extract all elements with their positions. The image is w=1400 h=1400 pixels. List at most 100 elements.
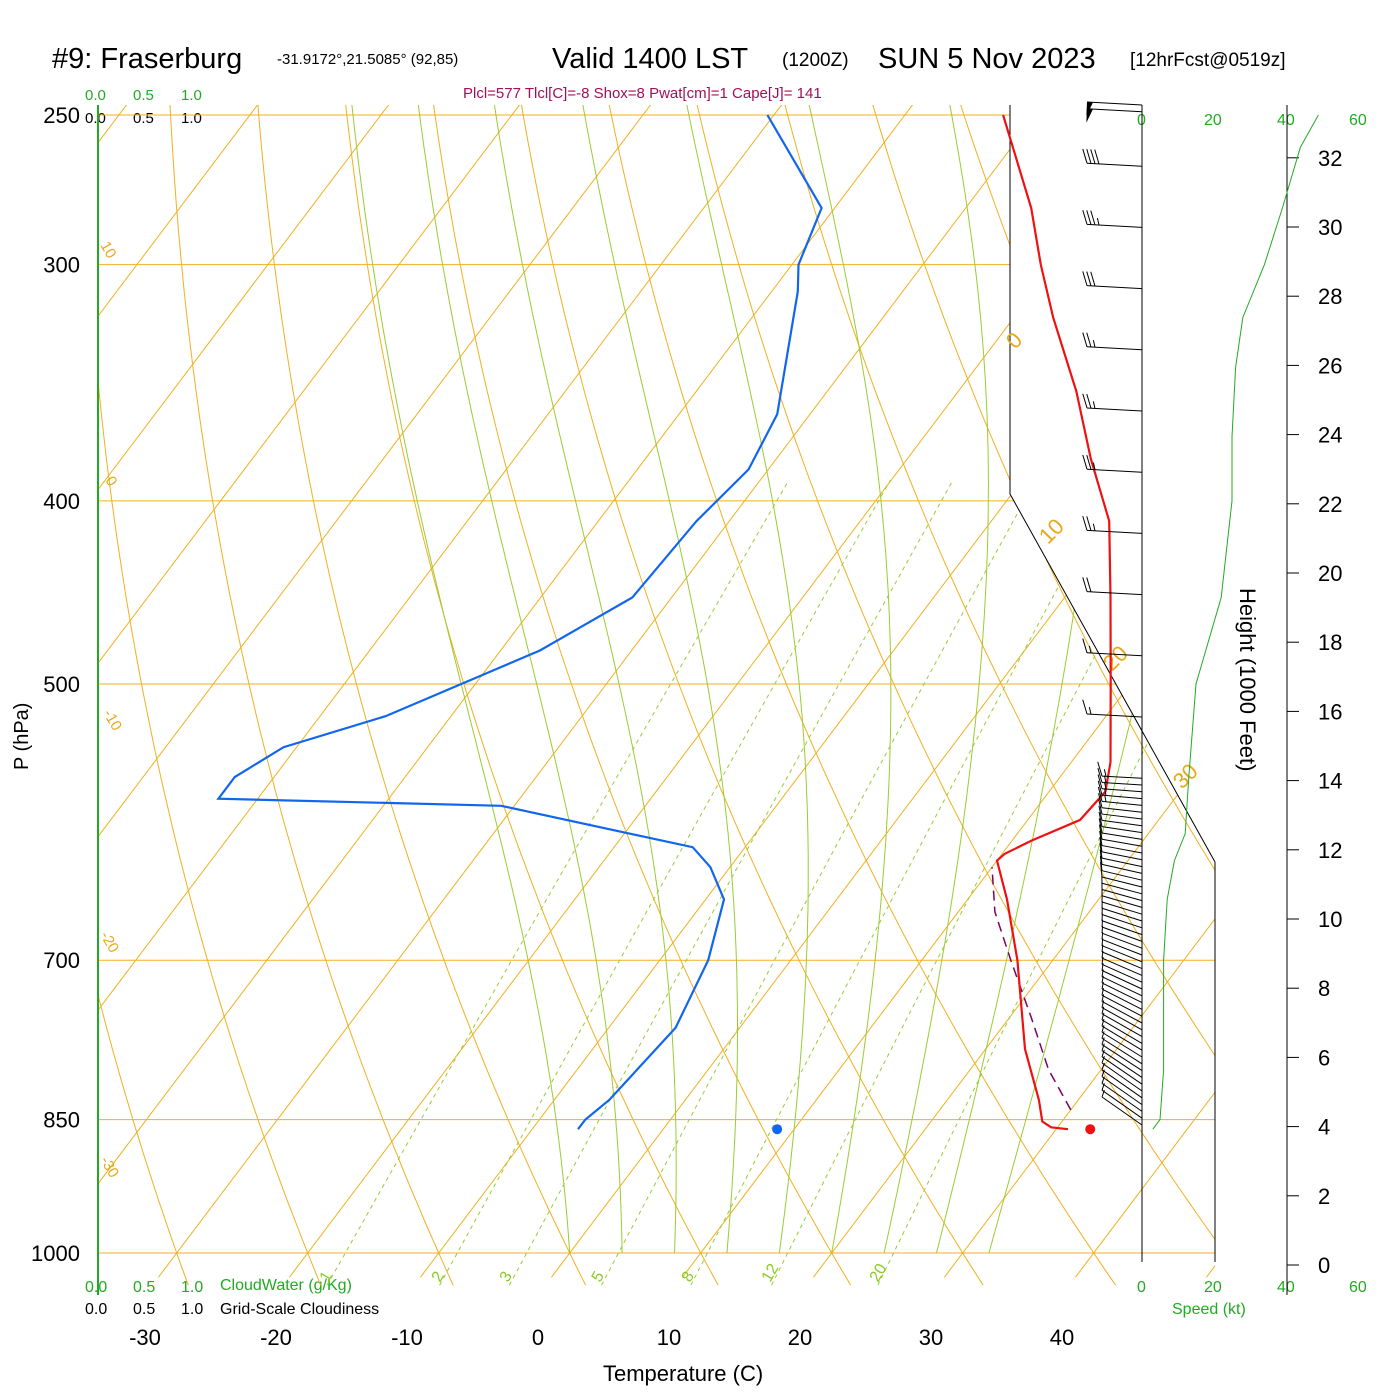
wind-barb — [1101, 975, 1143, 1004]
isotherm-label: 10 — [97, 239, 120, 262]
wind-speed-panel — [1152, 114, 1319, 1130]
height-tick-label: 20 — [1318, 561, 1342, 586]
mixing-ratio-line — [601, 479, 1037, 1286]
wind-barb — [1082, 638, 1143, 657]
plot-border — [1009, 105, 1216, 863]
wind-barb — [1100, 862, 1143, 888]
mixing-ratio-line — [326, 479, 790, 1286]
dry-adiabat-line — [429, 105, 852, 1286]
isotherm-line — [98, 105, 800, 1278]
mixing-ratio-label: 5 — [589, 1269, 608, 1285]
mixing-ratio-line — [771, 479, 1189, 1286]
top-green-scale-0: 0.0 — [85, 87, 106, 104]
isotherm-line — [550, 105, 1215, 1278]
dewpoint-trace — [216, 114, 823, 1130]
wind-barb — [1082, 454, 1143, 473]
wind-barbs — [1082, 101, 1143, 1126]
isotherm-line — [419, 105, 1215, 1278]
isotherm-line — [1337, 81, 1400, 1277]
x-axis-label: Temperature (C) — [603, 1361, 763, 1386]
wind-barb — [1099, 855, 1143, 881]
wind-barb — [1101, 963, 1143, 990]
moist-adiabat-line — [490, 105, 677, 1254]
speed-bottom-tick-3: 60 — [1349, 1279, 1367, 1296]
temperature-trace — [995, 114, 1112, 1131]
wind-barb — [1101, 1018, 1143, 1051]
wind-barb — [1082, 271, 1143, 290]
temperature-tick-label: 10 — [657, 1325, 681, 1350]
speed-label: Speed (kt) — [1172, 1301, 1246, 1318]
bottom-black-scale-1: 0.5 — [133, 1301, 155, 1318]
isotherm-line — [98, 105, 669, 1278]
wind-barb — [1101, 932, 1143, 956]
height-tick-label: 24 — [1318, 423, 1342, 448]
wind-barb — [1098, 793, 1143, 813]
wind-barb — [1097, 786, 1143, 806]
moist-adiabat-line — [578, 105, 738, 1254]
top-green-scale-1: 0.5 — [133, 87, 154, 104]
speed-top-tick-1: 20 — [1204, 112, 1222, 129]
wind-speed-curve — [1152, 114, 1319, 1130]
bottom-green-scale-1: 0.5 — [133, 1279, 155, 1296]
surface-dewpoint-dot — [772, 1124, 783, 1135]
wind-barb — [1101, 1012, 1143, 1044]
height-tick-label: 26 — [1318, 353, 1342, 378]
wind-barb — [1101, 1083, 1143, 1119]
valid-date: SUN 5 Nov 2023 — [878, 43, 1096, 75]
temperature-tick-label: 0 — [532, 1325, 544, 1350]
isotherm-label: -10 — [100, 707, 126, 734]
isotherm-line — [943, 105, 1215, 1278]
height-tick-label: 4 — [1318, 1115, 1330, 1140]
wind-barb — [1101, 994, 1143, 1024]
height-tick-label: 10 — [1318, 907, 1342, 932]
temperature-tick-label: 40 — [1050, 1325, 1074, 1350]
wind-barb — [1082, 148, 1143, 167]
temperature-tick-label: 30 — [919, 1325, 943, 1350]
dry-adiabat-line — [604, 105, 1117, 1286]
dry-adiabat-line — [517, 105, 984, 1286]
dry-adiabat-line — [1302, 82, 1400, 1286]
height-tick-label: 18 — [1318, 630, 1342, 655]
bottom-green-scale-0: 0.0 — [85, 1279, 107, 1296]
wind-barb — [1101, 1089, 1143, 1126]
dry-adiabat-line — [1389, 82, 1400, 1286]
isotherm-line — [0, 81, 13, 1277]
dry-adiabat-line — [342, 105, 719, 1286]
speed-top-tick-2: 40 — [1277, 112, 1295, 129]
mixing-ratio-label: 8 — [679, 1269, 698, 1285]
wind-barb — [1082, 516, 1143, 534]
wind-barb — [1101, 1069, 1143, 1106]
dry-adiabat-line — [168, 105, 454, 1286]
mixing-ratio-line — [690, 479, 1117, 1286]
wind-barb — [1101, 988, 1143, 1017]
dry-adiabat-line — [98, 105, 322, 1286]
top-black-scale-1: 0.5 — [133, 110, 154, 127]
wind-barb — [1098, 811, 1143, 834]
moist-adiabat-line — [803, 105, 892, 1254]
top-black-scale-2: 1.0 — [181, 110, 202, 127]
dry-adiabat-line — [255, 105, 587, 1286]
wind-barb — [1101, 875, 1143, 895]
wind-barb — [1099, 830, 1143, 854]
wind-barb — [1099, 843, 1143, 868]
isotherm-label: 30 — [1168, 759, 1203, 794]
height-tick-label: 2 — [1318, 1184, 1330, 1209]
mixing-ratio-label: 3 — [497, 1269, 516, 1285]
height-tick-label: 28 — [1318, 284, 1342, 309]
height-tick-label: 14 — [1318, 769, 1342, 794]
dry-adiabat-line — [778, 105, 1215, 1286]
wind-barb — [1101, 950, 1143, 976]
wind-barb — [1097, 761, 1143, 779]
isotherm-line — [98, 105, 407, 1278]
wind-barb — [1101, 913, 1143, 936]
station-title: #9: Fraserburg — [52, 43, 242, 75]
moist-adiabat-line — [349, 105, 571, 1254]
temperature-tick-label: -30 — [129, 1325, 161, 1350]
height-tick-label: 30 — [1318, 215, 1342, 240]
wind-barb — [1098, 805, 1143, 827]
wind-barb — [1082, 332, 1143, 351]
stability-indices: Plcl=577 Tlcl[C]=-8 Shox=8 Pwat[cm]=1 Ca… — [463, 85, 822, 102]
mixing-ratio-line — [877, 479, 1215, 1286]
